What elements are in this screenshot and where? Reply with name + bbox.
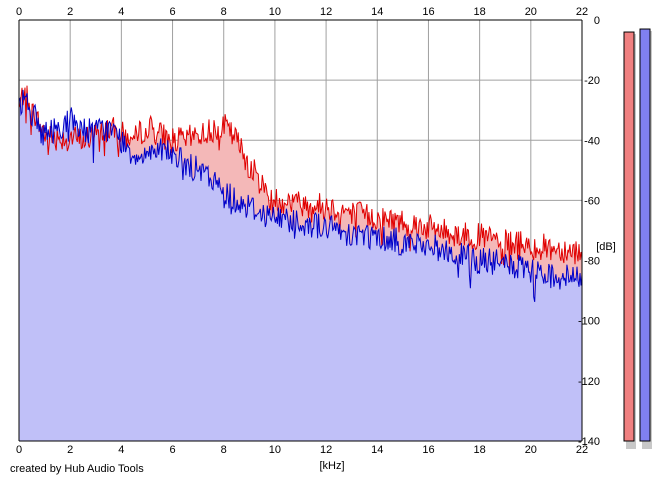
meter-bar-red xyxy=(623,31,635,442)
y-axis-label: [dB] xyxy=(596,241,616,253)
x-tick-bottom: 14 xyxy=(371,444,383,456)
y-tick: -40 xyxy=(584,135,600,147)
meter-bar-blue xyxy=(639,28,651,442)
y-tick: -80 xyxy=(584,256,600,268)
x-tick-top: 20 xyxy=(525,6,537,18)
x-tick-top: 2 xyxy=(67,6,73,18)
x-axis-label: [kHz] xyxy=(319,460,344,472)
x-tick-bottom: 12 xyxy=(320,444,332,456)
footer-credit: created by Hub Audio Tools xyxy=(10,463,144,475)
x-tick-top: 4 xyxy=(118,6,124,18)
x-tick-bottom: 18 xyxy=(474,444,486,456)
x-tick-bottom: 4 xyxy=(118,444,124,456)
x-tick-bottom: 2 xyxy=(67,444,73,456)
x-tick-bottom: 6 xyxy=(169,444,175,456)
y-tick: 0 xyxy=(594,15,600,27)
y-tick-labels: 0 -20 -40 -60 -80 -100 -120 -140 xyxy=(578,15,600,448)
y-tick: -140 xyxy=(578,436,600,448)
x-tick-bottom: 16 xyxy=(422,444,434,456)
x-tick-top: 12 xyxy=(320,6,332,18)
x-tick-top: 18 xyxy=(474,6,486,18)
level-meters xyxy=(623,28,652,450)
x-tick-top: 0 xyxy=(16,6,22,18)
x-tick-bottom: 10 xyxy=(269,444,281,456)
x-tick-top: 22 xyxy=(576,6,588,18)
x-tick-top: 14 xyxy=(371,6,383,18)
x-tick-bottom: 8 xyxy=(221,444,227,456)
y-tick: -120 xyxy=(578,376,600,388)
y-tick: -100 xyxy=(578,316,600,328)
fill-blue xyxy=(19,89,582,442)
series-line-red xyxy=(18,85,583,272)
x-tick-top: 6 xyxy=(169,6,175,18)
y-tick: -20 xyxy=(584,75,600,87)
x-tick-bottom: 20 xyxy=(525,444,537,456)
series-line-blue xyxy=(18,89,583,302)
x-tick-top: 8 xyxy=(221,6,227,18)
axes xyxy=(18,19,583,442)
x-tick-top: 16 xyxy=(422,6,434,18)
y-tick: -60 xyxy=(584,195,600,207)
x-tick-bottom: 22 xyxy=(576,444,588,456)
series-lines xyxy=(18,85,583,302)
x-tick-top: 10 xyxy=(269,6,281,18)
x-tick-bottom: 0 xyxy=(16,444,22,456)
fills xyxy=(19,85,582,442)
